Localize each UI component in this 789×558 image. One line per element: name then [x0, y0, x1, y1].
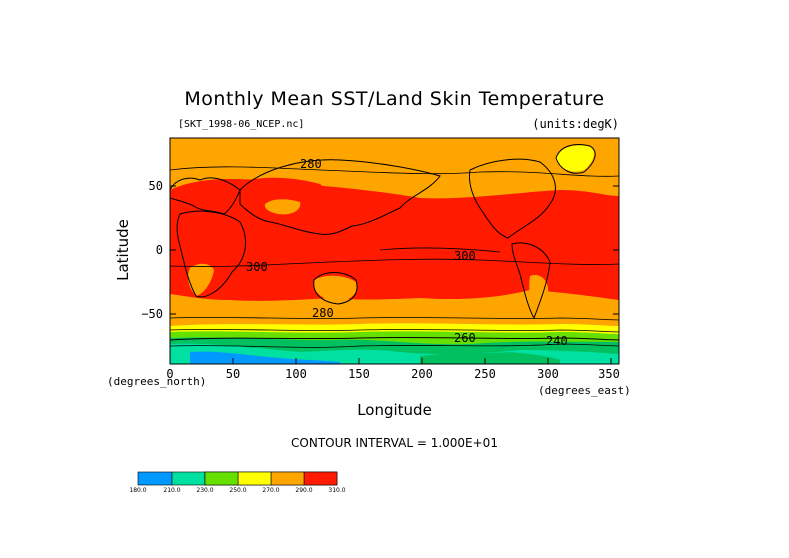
colorbar-label-310: 310.0 [328, 487, 345, 494]
coast-greenland [555, 144, 596, 174]
x-axis-label-text: Longitude [357, 401, 432, 419]
region-tibet [264, 199, 301, 215]
contour-260 [170, 329, 619, 333]
coast-antarctica [170, 336, 619, 341]
region-greenland [556, 145, 594, 172]
x-tick-150: 150 [348, 367, 370, 381]
coast-australia [313, 272, 358, 305]
colorbar-swatch-6b [270, 471, 305, 486]
x-unit-note: (degrees_north) [107, 375, 207, 388]
contour-label-240: 240 [546, 334, 568, 348]
y-tick-neg50: −50 [141, 307, 163, 321]
contour-300-pacific [379, 247, 501, 253]
region-s-america [529, 274, 549, 318]
colorbar-label-270: 270.0 [262, 487, 279, 494]
colorbar-swatch-1 [137, 471, 173, 486]
band-cold-patch [420, 352, 560, 364]
colorbar-swatch-7 [303, 471, 338, 486]
y-tick-labels: 50 0 −50 [141, 179, 163, 321]
contour-300-south [170, 258, 619, 267]
y-axis-label: Latitude [114, 219, 132, 281]
band-coldest [190, 351, 340, 364]
contour-label-300e: 300 [454, 249, 476, 263]
colorbar-labels: 180.0 210.0 230.0 250.0 270.0 290.0 310.… [129, 487, 345, 494]
axis-ticks [169, 185, 619, 364]
colorbar-swatch-5b [237, 471, 272, 486]
colorbar-label-290: 290.0 [295, 487, 312, 494]
x-tick-200: 200 [411, 367, 433, 381]
x-tick-100: 100 [285, 367, 307, 381]
x-unit-note-east: (degrees_east) [538, 384, 631, 397]
contour-280-south [170, 317, 619, 321]
contour-label-280n: 280 [300, 157, 322, 171]
x-tick-labels: 0 50 100 150 200 250 300 350 [166, 367, 619, 381]
x-tick-50: 50 [226, 367, 240, 381]
x-axis-label: Longitude [0, 401, 789, 419]
colorbar-label-210: 210.0 [163, 487, 180, 494]
x-tick-0: 0 [166, 367, 173, 381]
y-tick-50: 50 [149, 179, 163, 193]
coast-europe [170, 177, 241, 215]
colorbar-label-230: 230.0 [196, 487, 213, 494]
file-label: [SKT_1998-06_NCEP.nc] [178, 119, 305, 130]
region-australia [313, 275, 358, 302]
y-tick-0: 0 [156, 243, 163, 257]
colorbar-label-180: 180.0 [129, 487, 146, 494]
band-hot [170, 179, 619, 301]
coast-africa [176, 210, 247, 298]
contour-280-north [170, 166, 619, 177]
coast-n-america [469, 158, 556, 239]
colorbar-label-250: 250.0 [229, 487, 246, 494]
contour-label-300w: 300 [246, 260, 268, 274]
region-asia-hot [240, 177, 324, 202]
contour-label-280s: 280 [312, 306, 334, 320]
x-tick-300: 300 [537, 367, 559, 381]
units-label: (units:degK) [532, 117, 619, 131]
region-s-africa [188, 263, 214, 296]
plot-frame [169, 137, 620, 365]
coast-s-america [511, 242, 551, 320]
x-tick-350: 350 [598, 367, 620, 381]
colorbar-swatch-2 [171, 471, 206, 486]
contour-lines [170, 166, 619, 348]
coastlines [170, 144, 619, 341]
contour-label-group: 280 300 300 280 260 240 [246, 157, 568, 348]
colorbar-swatch-4b [204, 471, 239, 486]
contour-interval: CONTOUR INTERVAL = 1.000E+01 [291, 436, 498, 450]
temperature-field: 280 300 300 280 260 240 [170, 138, 619, 364]
coast-asia [239, 159, 441, 235]
x-tick-250: 250 [474, 367, 496, 381]
contour-240 [170, 343, 619, 348]
contour-label-260: 260 [454, 331, 476, 345]
map-title: Monthly Mean SST/Land Skin Temperature [184, 88, 605, 110]
